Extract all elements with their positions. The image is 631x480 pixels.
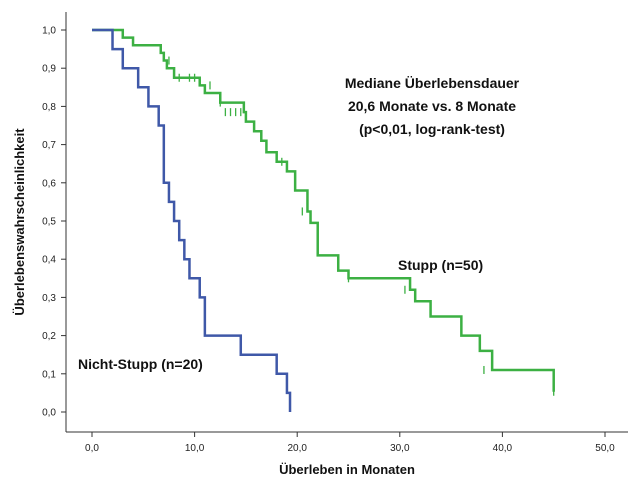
y-tick-label: 0,4 (42, 255, 56, 266)
y-tick-label: 0,9 (42, 64, 56, 75)
annotation-line-2: 20,6 Monate vs. 8 Monate (348, 98, 516, 114)
y-tick-label: 0,1 (42, 369, 56, 380)
series-label-nicht-stupp: Nicht-Stupp (n=20) (78, 356, 203, 372)
x-tick-label: 0,0 (85, 443, 99, 454)
x-tick-label: 50,0 (595, 443, 615, 454)
axis-ticks: 0,0 10,0 20,0 30,0 40,0 50,0 0,0 0,1 0,2 0,3 0,4 0,… (42, 26, 615, 455)
y-tick-label: 0,7 (42, 140, 56, 151)
survival-curves (92, 28, 555, 412)
stupp-survival-curve (92, 28, 555, 392)
y-tick-label: 1,0 (42, 26, 56, 37)
x-tick-label: 20,0 (287, 443, 307, 454)
x-tick-label: 10,0 (185, 443, 205, 454)
y-tick-label: 0,5 (42, 217, 56, 228)
series-label-stupp: Stupp (n=50) (398, 257, 483, 273)
y-tick-label: 0,8 (42, 102, 56, 113)
x-tick-label: 30,0 (390, 443, 410, 454)
y-tick-label: 0,2 (42, 331, 56, 342)
annotation-line-3: (p<0,01, log-rank-test) (359, 121, 505, 137)
y-axis-title: Überlebenswahrscheinlichkeit (12, 128, 27, 316)
y-tick-label: 0,3 (42, 293, 56, 304)
annotation-line-1: Mediane Überlebensdauer (345, 75, 520, 91)
x-axis-title: Überleben in Monaten (279, 462, 415, 477)
censor-marks (168, 56, 555, 396)
y-tick-label: 0,0 (42, 408, 56, 419)
x-tick-label: 40,0 (493, 443, 513, 454)
y-tick-label: 0,6 (42, 178, 56, 189)
nicht-stupp-survival-curve (92, 28, 292, 412)
